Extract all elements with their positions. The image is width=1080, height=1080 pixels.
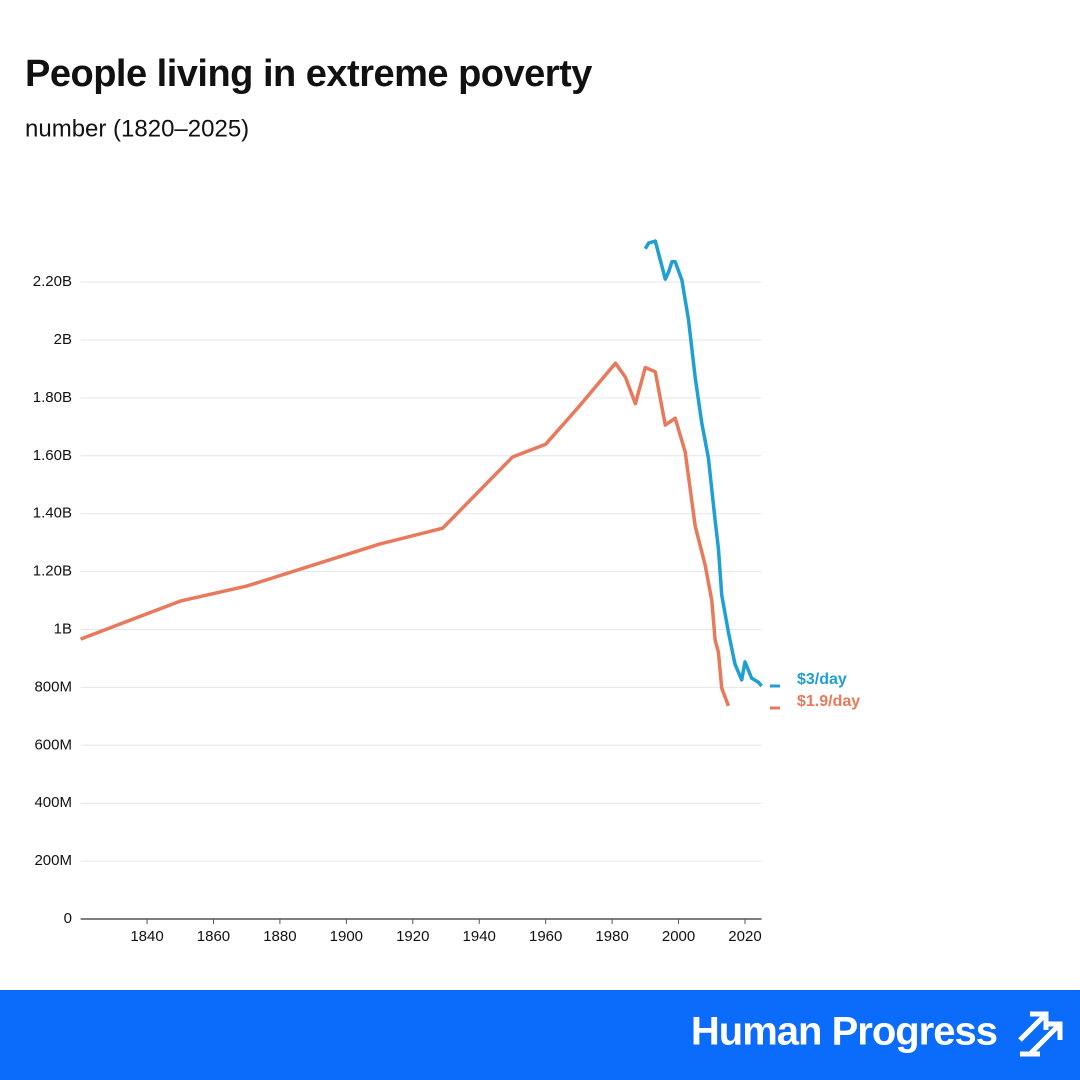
brand-logo xyxy=(1018,1011,1063,1057)
series-line xyxy=(79,361,731,707)
x-tick-label: 1980 xyxy=(595,928,628,945)
y-tick-label: 2B xyxy=(54,331,72,348)
x-tick-label: 2000 xyxy=(662,928,695,945)
y-tick-label: 800M xyxy=(34,678,72,695)
footer-bar xyxy=(0,990,1080,1080)
series-line xyxy=(643,239,763,688)
x-tick-label: 1960 xyxy=(529,928,562,945)
x-tick-label: 1840 xyxy=(130,928,163,945)
chart-subtitle: number (1820–2025) xyxy=(25,115,249,142)
x-tick-label: 2020 xyxy=(728,928,761,945)
chart-title: People living in extreme poverty xyxy=(25,53,592,95)
x-tick-label: 1880 xyxy=(263,928,296,945)
x-tick-label: 1940 xyxy=(463,928,496,945)
y-tick-label: 400M xyxy=(34,794,72,811)
legend-label: $3/day xyxy=(797,671,847,688)
x-tick-label: 1860 xyxy=(197,928,230,945)
y-tick-label: 2.20B xyxy=(33,273,72,290)
y-tick-label: 600M xyxy=(34,736,72,753)
y-tick-label: 1.80B xyxy=(33,389,72,406)
brand-name: Human Progress xyxy=(691,1010,997,1054)
y-tick-label: 1.20B xyxy=(33,563,72,580)
x-tick-label: 1900 xyxy=(330,928,363,945)
x-tick-label: 1920 xyxy=(396,928,429,945)
y-tick-label: 1.60B xyxy=(33,447,72,464)
y-tick-label: 0 xyxy=(64,910,72,927)
legend-label: $1.9/day xyxy=(797,693,860,710)
y-tick-label: 200M xyxy=(34,852,72,869)
y-tick-label: 1.40B xyxy=(33,505,72,522)
y-tick-label: 1B xyxy=(54,620,72,637)
